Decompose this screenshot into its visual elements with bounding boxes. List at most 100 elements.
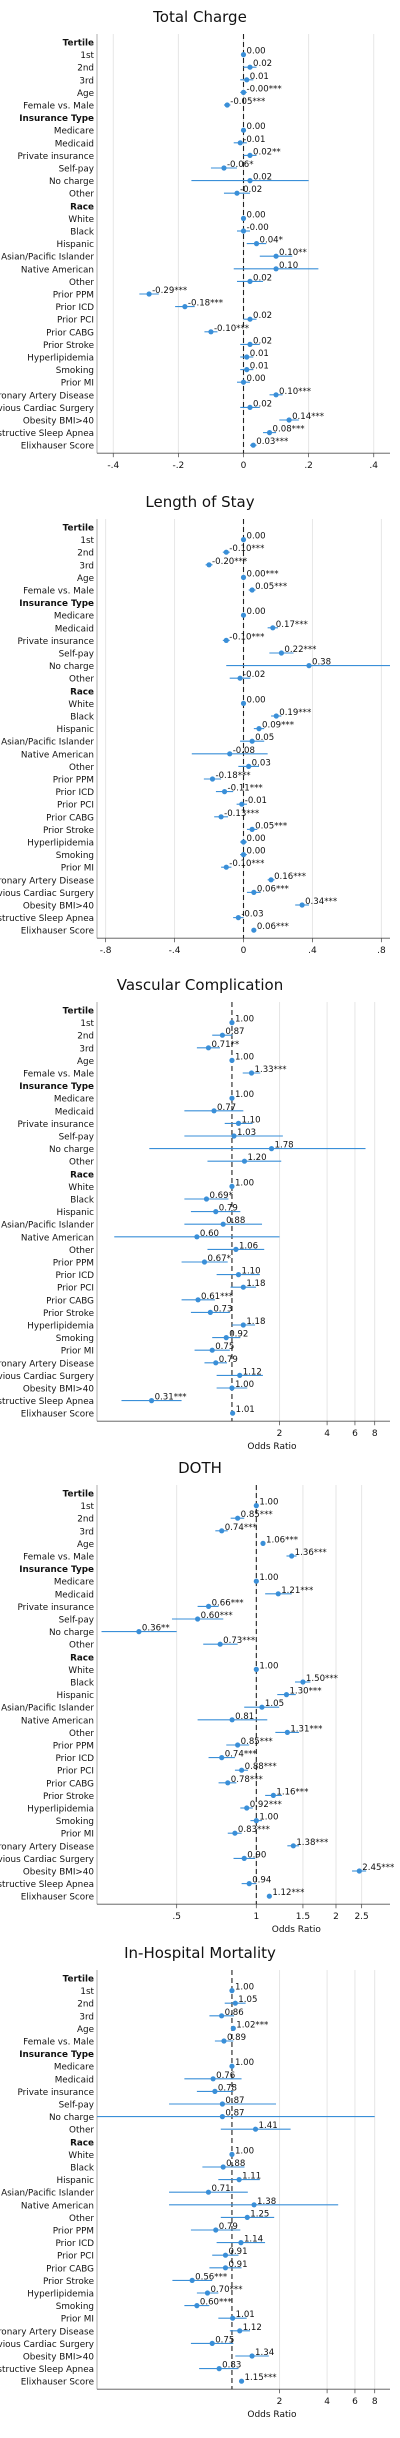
value-label: -0.18*** — [188, 299, 224, 309]
point-estimate — [229, 1717, 235, 1723]
point-estimate — [246, 763, 252, 770]
point-estimate — [247, 341, 253, 347]
value-label: 0.83*** — [238, 1825, 271, 1835]
row-label: Female vs. Male — [23, 1070, 94, 1080]
point-estimate — [229, 1988, 235, 1994]
point-estimate — [136, 1629, 142, 1635]
value-label: 0.88 — [226, 1216, 245, 1226]
value-label: -0.18*** — [215, 771, 251, 781]
point-estimate — [256, 726, 262, 732]
point-estimate — [221, 789, 228, 795]
point-estimate — [195, 1616, 201, 1622]
value-label: 0.69* — [209, 1191, 233, 1201]
value-label: 0.16*** — [274, 872, 307, 882]
row-label: Medicaid — [55, 2075, 94, 2085]
point-estimate — [222, 2252, 229, 2258]
row-label: Prior MI — [61, 379, 94, 389]
value-label: -0.08 — [233, 746, 255, 756]
point-estimate — [240, 537, 247, 543]
point-estimate — [223, 1335, 229, 1341]
point-estimate — [232, 2000, 238, 2006]
point-estimate — [240, 1322, 246, 1328]
value-label: 1.20 — [247, 1153, 266, 1163]
row-label: 2nd — [77, 549, 94, 559]
row-label: Prior Stroke — [43, 1309, 94, 1319]
point-estimate — [218, 814, 224, 820]
value-label: 0.10*** — [279, 387, 312, 397]
row-label: White — [68, 1666, 94, 1676]
x-tick-label: 1 — [253, 1912, 259, 1922]
row-label: Private insurance — [18, 152, 94, 162]
group-header-label: Insurance Type — [19, 1082, 94, 1092]
point-estimate — [230, 2315, 236, 2321]
point-estimate — [194, 1234, 200, 1240]
x-tick-label: 8 — [372, 1429, 378, 1439]
x-tick-label: -.8 — [100, 946, 112, 956]
point-estimate — [235, 915, 241, 921]
point-estimate — [240, 89, 247, 95]
row-label: Smoking — [56, 2302, 94, 2312]
value-label: 0.03 — [252, 758, 271, 768]
point-estimate — [232, 1830, 238, 1836]
row-label: Other — [69, 1729, 94, 1739]
value-label: -0.20*** — [212, 557, 248, 567]
value-label: 1.11 — [242, 2172, 261, 2182]
value-label: 1.15*** — [245, 2373, 278, 2383]
point-estimate — [240, 1284, 246, 1290]
row-label: Prior PPM — [53, 1259, 94, 1269]
point-estimate — [268, 1146, 275, 1152]
row-label: Private insurance — [18, 2088, 94, 2098]
value-label: 0.04* — [260, 236, 284, 246]
row-label: Obesity BMI>40 — [23, 1385, 95, 1395]
value-label: -0.01 — [243, 135, 265, 145]
x-tick-label: 2 — [277, 1429, 283, 1439]
row-label: Other — [69, 278, 94, 288]
value-label: 0.70*** — [210, 2285, 243, 2295]
value-label: -0.10*** — [229, 544, 265, 554]
point-estimate — [244, 354, 250, 360]
group-header-label: Race — [70, 1170, 94, 1180]
row-label: Hyperlipidemia — [27, 1805, 94, 1815]
point-estimate — [205, 1603, 212, 1609]
row-label: Obstructive Sleep Apnea — [0, 1397, 94, 1407]
row-label: Coronary Artery Disease — [0, 876, 94, 886]
group-header-label: Race — [70, 2138, 94, 2148]
row-label: Medicare — [54, 612, 94, 622]
row-label: Prior PCI — [57, 801, 94, 811]
row-label: Self-pay — [59, 165, 94, 175]
point-estimate — [219, 1032, 225, 1038]
x-tick-label: .5 — [172, 1912, 181, 1922]
row-label: Medicare — [54, 1095, 94, 1105]
group-header-label: Insurance Type — [19, 599, 94, 609]
point-estimate — [210, 2076, 216, 2082]
value-label: 0.01 — [250, 362, 269, 372]
value-label: -0.02 — [240, 185, 262, 195]
value-label: -0.11*** — [228, 784, 264, 794]
row-label: 1st — [80, 1502, 94, 1512]
value-label: -0.03 — [241, 910, 263, 920]
row-label: Hispanic — [57, 2176, 95, 2186]
point-estimate — [251, 889, 257, 896]
value-label: 0.73 — [213, 1304, 232, 1314]
row-label: Prior Stroke — [43, 341, 94, 351]
row-label: 1st — [80, 1019, 94, 1029]
row-label: Native American — [21, 1233, 94, 1243]
value-label: 0.86 — [225, 2008, 244, 2018]
point-estimate — [189, 2277, 195, 2283]
value-label: 1.38*** — [296, 1838, 329, 1848]
point-estimate — [229, 1020, 235, 1026]
value-label: 1.00 — [235, 1090, 254, 1100]
x-tick-label: 1.5 — [296, 1912, 310, 1922]
point-estimate — [201, 1259, 208, 1265]
point-estimate — [223, 549, 229, 555]
value-label: 0.05 — [255, 733, 274, 743]
value-label: 1.01 — [236, 1405, 255, 1415]
row-label: Female vs. Male — [23, 102, 94, 112]
point-estimate — [209, 1347, 215, 1353]
point-estimate — [229, 1095, 235, 1101]
value-label: 0.90 — [247, 1850, 266, 1860]
point-estimate — [289, 1553, 295, 1559]
point-estimate — [230, 1410, 236, 1416]
row-label: Previous Cardiac Surgery — [0, 889, 94, 899]
point-estimate — [219, 2114, 225, 2120]
